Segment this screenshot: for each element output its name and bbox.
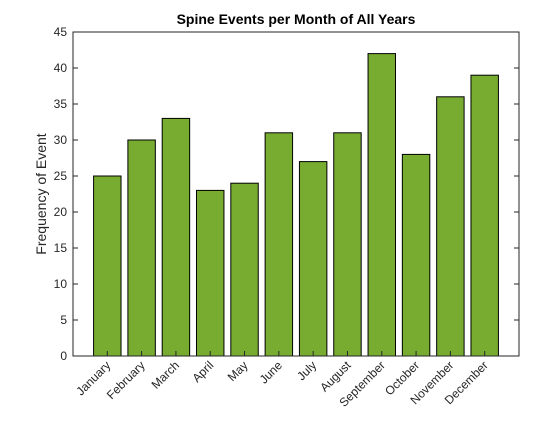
bar-december	[470, 74, 499, 357]
bar-august	[333, 132, 362, 357]
bar-january	[93, 175, 122, 357]
y-tick-label: 40	[54, 61, 68, 75]
bar-june	[264, 132, 294, 357]
bar-february	[127, 139, 156, 357]
bar-may	[230, 182, 259, 357]
y-axis-label: Frequency of Event	[33, 133, 49, 255]
bar-july	[298, 161, 328, 357]
chart-title: Spine Events per Month of All Years	[177, 11, 416, 27]
y-tick-label: 45	[54, 25, 68, 39]
bar-april	[196, 189, 225, 357]
y-tick-label: 30	[54, 133, 68, 147]
y-tick-label: 5	[60, 313, 67, 327]
y-tick-label: 35	[54, 97, 68, 111]
bar-october	[401, 153, 431, 357]
plot-area-border	[72, 31, 520, 357]
bars-group	[93, 53, 499, 357]
y-tick-label: 0	[60, 349, 67, 363]
bar-march	[161, 117, 191, 357]
y-axis-ticks: 0 5 10 15 20 25 30 35 40 45	[54, 25, 519, 363]
y-tick-label: 10	[54, 277, 68, 291]
bar-september	[367, 53, 396, 357]
y-tick-label: 20	[54, 205, 68, 219]
bar-november	[436, 96, 465, 357]
y-tick-label: 25	[54, 169, 68, 183]
y-tick-label: 15	[54, 241, 68, 255]
